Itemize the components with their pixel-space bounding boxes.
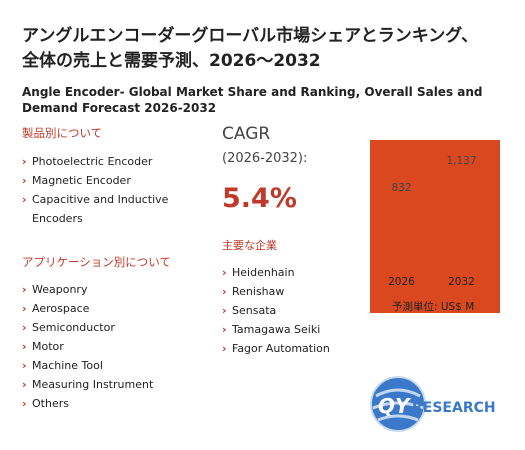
- list-item: Heidenhain: [222, 263, 372, 282]
- x-tick-label: 2032: [448, 276, 475, 288]
- list-item: Weaponry: [22, 280, 202, 299]
- cagr-value: 5.4%: [222, 183, 297, 214]
- application-list: WeaponryAerospaceSemiconductorMotorMachi…: [22, 280, 202, 413]
- list-item: Measuring Instrument: [22, 375, 202, 394]
- list-item: Sensata: [222, 301, 372, 320]
- list-item: Fagor Automation: [222, 339, 372, 358]
- list-item: Others: [22, 394, 202, 413]
- x-tick-label: 2026: [388, 276, 415, 288]
- list-item: Renishaw: [222, 282, 372, 301]
- subtitle: Angle Encoder- Global Market Share and R…: [22, 85, 483, 115]
- list-item: Magnetic Encoder: [22, 171, 202, 190]
- unit-label: 予測単位: US$ M: [392, 301, 475, 313]
- players-heading: 主要な企業: [222, 239, 277, 252]
- product-list: Photoelectric EncoderMagnetic EncoderCap…: [22, 152, 202, 228]
- list-item: Motor: [22, 337, 202, 356]
- player-list: HeidenhainRenishawSensataTamagawa SeikiF…: [222, 263, 372, 358]
- bar: [370, 140, 500, 214]
- logo-mark: QY: [378, 394, 410, 418]
- list-item: Tamagawa Seiki: [222, 320, 372, 339]
- logo-text: RESEARCH: [412, 400, 496, 416]
- title: アングルエンコーダーグローバル市場シェアとランキング、全体の売上と需要予測、20…: [22, 26, 479, 71]
- bar-chart: 832 2026 1,137 2032 予測単位: US$ M: [370, 140, 500, 320]
- list-item: Capacitive and Inductive Encoders: [22, 190, 202, 228]
- value-label: 832: [391, 181, 412, 194]
- value-label: 1,137: [446, 155, 477, 167]
- products-heading: 製品別について: [22, 126, 103, 140]
- cagr-period: (2026-2032):: [222, 151, 308, 166]
- list-item: Machine Tool: [22, 356, 202, 375]
- logo: QY RESEARCH: [368, 374, 508, 434]
- applications-heading: アプリケーション別について: [22, 255, 171, 269]
- list-item: Photoelectric Encoder: [22, 152, 202, 171]
- logo-globe: [370, 376, 426, 432]
- list-item: Aerospace: [22, 299, 202, 318]
- cagr-label: CAGR: [222, 124, 271, 144]
- bar: [370, 213, 500, 314]
- list-item: Semiconductor: [22, 318, 202, 337]
